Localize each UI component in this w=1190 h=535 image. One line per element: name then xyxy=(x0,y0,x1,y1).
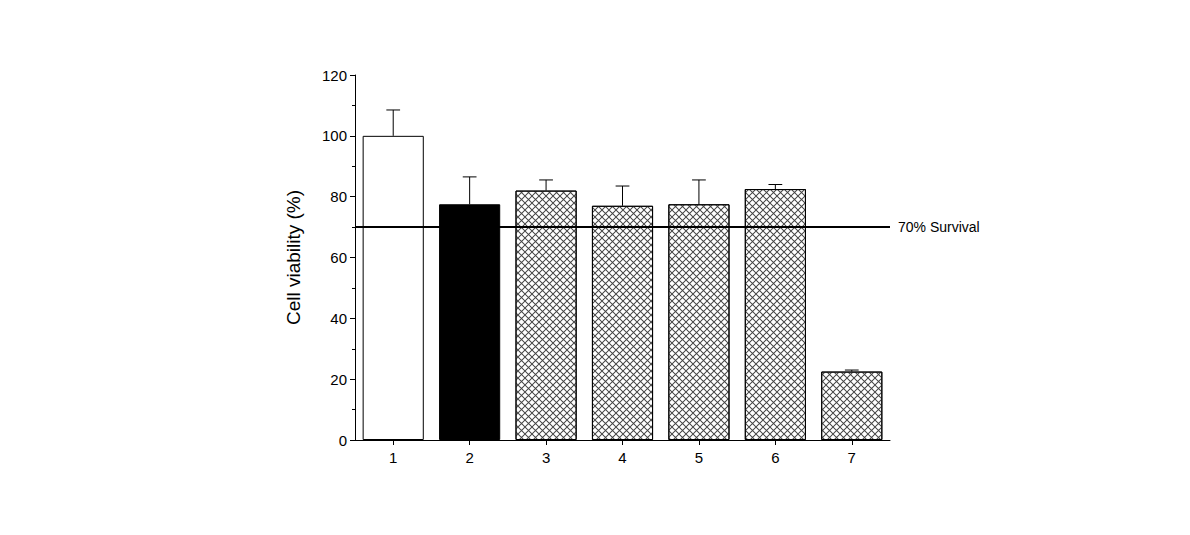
svg-text:120: 120 xyxy=(322,67,347,84)
svg-text:40: 40 xyxy=(330,310,347,327)
svg-text:1: 1 xyxy=(389,449,397,466)
svg-text:3: 3 xyxy=(542,449,550,466)
svg-text:7: 7 xyxy=(848,449,856,466)
svg-text:4: 4 xyxy=(618,449,626,466)
svg-text:60: 60 xyxy=(330,249,347,266)
svg-text:70% Survival: 70% Survival xyxy=(898,219,980,235)
svg-text:80: 80 xyxy=(330,188,347,205)
svg-text:Cell viability (%): Cell viability (%) xyxy=(283,190,304,325)
svg-text:2: 2 xyxy=(465,449,473,466)
svg-text:100: 100 xyxy=(322,127,347,144)
svg-text:6: 6 xyxy=(771,449,779,466)
svg-text:0: 0 xyxy=(339,432,347,449)
svg-text:20: 20 xyxy=(330,371,347,388)
svg-text:5: 5 xyxy=(695,449,703,466)
